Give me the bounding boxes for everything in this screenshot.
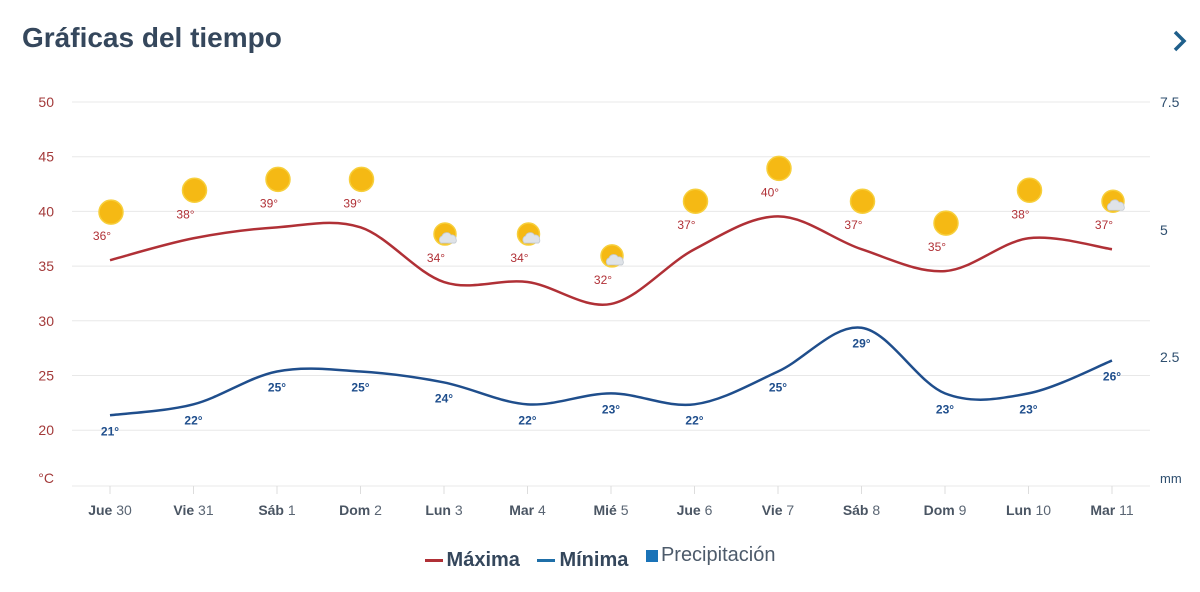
min-temp-label: 25° <box>769 381 787 395</box>
sun-icon <box>181 177 208 204</box>
legend-max-label: Máxima <box>446 548 520 571</box>
min-temp-label: 25° <box>351 381 369 395</box>
y-right-unit-label: mm <box>1160 471 1182 486</box>
chart-legend: Máxima Mínima Precipitación <box>0 544 1200 572</box>
legend-min-swatch <box>537 558 556 562</box>
max-temp-label: 34° <box>427 251 445 265</box>
partly-cloudy-icon <box>516 222 541 246</box>
partly-cloudy-icon <box>1101 189 1125 213</box>
max-temp-label: 37° <box>844 218 862 232</box>
legend-item-max[interactable]: Máxima <box>424 548 520 572</box>
max-temp-label: 37° <box>677 218 695 232</box>
y-left-tick-label: 35 <box>38 258 54 274</box>
max-temp-label: 39° <box>343 196 361 210</box>
max-temp-line <box>109 215 1113 306</box>
legend-max-swatch <box>424 558 443 562</box>
max-temp-label: 40° <box>761 185 779 199</box>
x-tick-label: Lun 10 <box>1006 502 1051 518</box>
max-temp-label: 32° <box>594 273 612 287</box>
sun-icon <box>1016 177 1043 204</box>
x-tick-label: Sáb 8 <box>843 502 881 518</box>
legend-item-min[interactable]: Mínima <box>537 549 628 572</box>
y-left-unit-label: °C <box>38 470 54 486</box>
legend-min-label: Mínima <box>559 548 629 571</box>
legend-item-precip[interactable]: Precipitación <box>645 544 776 567</box>
min-temp-label: 22° <box>184 413 202 427</box>
min-temp-label: 24° <box>435 391 453 405</box>
partly-cloudy-icon <box>600 244 624 268</box>
sun-icon <box>849 188 876 214</box>
min-temp-label: 21° <box>101 424 119 438</box>
max-temp-label: 38° <box>1011 207 1029 221</box>
y-left-tick-label: 20 <box>38 422 54 438</box>
y-left-tick-label: 25 <box>38 368 54 384</box>
x-tick-label: Vie 7 <box>762 502 795 518</box>
y-right-tick-label: 5 <box>1160 222 1168 238</box>
x-tick-label: Dom 2 <box>339 502 382 518</box>
min-temp-label: 25° <box>268 381 286 395</box>
min-temp-label: 23° <box>602 402 620 416</box>
min-temp-label: 29° <box>852 337 870 351</box>
sun-icon <box>933 210 959 236</box>
y-left-tick-label: 30 <box>38 313 54 329</box>
sun-icon <box>98 199 124 225</box>
x-tick-label: Vie 31 <box>173 502 213 518</box>
y-right-tick-label: 2.5 <box>1160 349 1180 365</box>
y-right-tick-label: 7.5 <box>1160 94 1180 110</box>
x-tick-label: Mar 11 <box>1090 502 1134 518</box>
x-tick-label: Dom 9 <box>924 502 967 518</box>
x-tick-label: Mar 4 <box>509 502 546 518</box>
legend-precip-label: Precipitación <box>660 544 776 566</box>
max-temp-label: 38° <box>176 207 194 221</box>
sun-icon <box>348 166 375 193</box>
min-temp-label: 22° <box>518 413 536 427</box>
weather-chart: 50 45 40 35 30 25 20 °C 7.5 5 2.5 mm Jue 30 Vie 31 Sáb… <box>38 94 1182 518</box>
chevron-right-icon <box>1173 30 1187 52</box>
x-tick-label: Mié 5 <box>593 502 628 518</box>
min-temp-label: 26° <box>1103 370 1121 384</box>
y-left-tick-label: 40 <box>38 203 54 219</box>
page-title: Gráficas del tiempo <box>22 22 282 53</box>
x-tick-label: Sáb 1 <box>258 502 296 518</box>
y-left-tick-label: 50 <box>38 94 54 110</box>
partly-cloudy-icon <box>433 222 457 246</box>
min-temp-line <box>109 326 1113 417</box>
y-left-tick-label: 45 <box>38 149 54 165</box>
legend-precip-swatch <box>645 549 658 562</box>
max-temp-label: 37° <box>1095 218 1113 232</box>
max-temp-label: 36° <box>93 229 111 243</box>
min-temp-label: 23° <box>1019 402 1037 416</box>
max-temp-label: 39° <box>260 196 278 210</box>
x-tick-label: Jue 6 <box>677 502 713 518</box>
max-temp-label: 34° <box>510 251 528 265</box>
x-tick-label: Lun 3 <box>425 502 463 518</box>
min-temp-label: 23° <box>936 402 954 416</box>
max-temp-label: 35° <box>928 240 946 254</box>
sun-icon <box>766 155 792 182</box>
x-tick-label: Jue 30 <box>88 502 132 518</box>
sun-icon <box>682 188 709 214</box>
sun-icon <box>265 166 291 193</box>
min-temp-label: 22° <box>685 413 703 427</box>
next-chart-button[interactable] <box>1168 26 1192 56</box>
